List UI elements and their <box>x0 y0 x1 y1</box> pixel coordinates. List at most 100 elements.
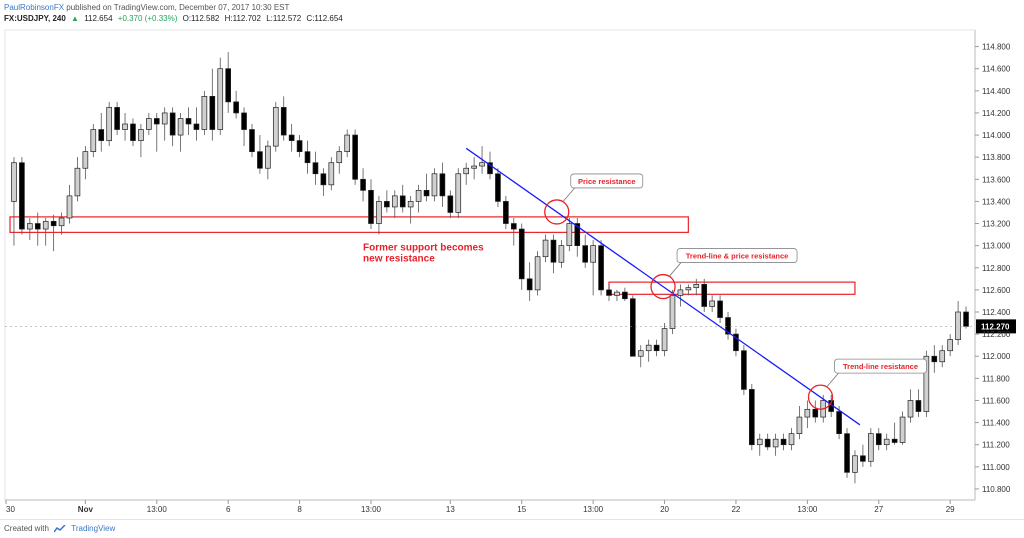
symbol-info: FX:USDJPY, 240 ▲ 112.654 +0.370 (+0.33%)… <box>4 14 346 23</box>
bull-candle <box>201 96 208 130</box>
callout-leader <box>668 262 682 277</box>
y-tick-label: 111.600 <box>982 396 1010 405</box>
bear-candle <box>487 162 493 175</box>
bear-candle <box>630 298 636 357</box>
published-text: published on TradingView.com, December 0… <box>66 3 290 12</box>
bear-candle <box>169 112 176 136</box>
bear-candle <box>622 291 628 300</box>
bull-candle <box>407 201 414 208</box>
bull-candle <box>709 300 715 307</box>
bull-candle <box>542 239 549 258</box>
tradingview-logo-icon <box>54 524 66 533</box>
y-tick-label: 111.800 <box>982 374 1010 383</box>
bear-candle <box>114 107 120 130</box>
bear-candle <box>312 162 319 175</box>
bear-candle <box>915 400 922 412</box>
up-arrow-icon: ▲ <box>71 14 79 23</box>
bull-candle <box>391 195 398 208</box>
bear-candle <box>249 129 255 152</box>
bear-candle <box>153 118 160 125</box>
bear-candle <box>280 107 287 136</box>
trendline <box>465 147 861 426</box>
y-tick-label: 114.000 <box>982 131 1011 140</box>
bear-candle <box>495 173 501 202</box>
bull-candle <box>328 162 335 186</box>
y-tick-label: 113.800 <box>982 153 1011 162</box>
bull-candle <box>614 291 620 296</box>
y-tick-label: 110.800 <box>982 485 1011 494</box>
callout-trendline-resistance-box <box>834 358 927 374</box>
bull-candle <box>74 167 81 197</box>
high-value: H:112.702 <box>224 14 261 23</box>
low-value: L:112.572 <box>266 14 302 23</box>
y-tick-label: 112.800 <box>982 264 1011 273</box>
bull-candle <box>883 438 890 446</box>
bear-candle <box>209 96 216 130</box>
bull-candle <box>58 217 65 227</box>
bull-candle <box>637 350 644 357</box>
bull-candle <box>336 151 343 164</box>
bull-candle <box>463 167 470 175</box>
y-tick-label: 113.600 <box>982 175 1011 184</box>
bear-candle <box>749 389 755 446</box>
footer: Created with TradingView <box>0 519 1024 538</box>
bull-candle <box>27 223 33 230</box>
bear-candle <box>891 438 898 443</box>
bull-candle <box>177 118 184 136</box>
author-link[interactable]: PaulRobinsonFX <box>4 3 65 12</box>
bull-candle <box>955 311 961 340</box>
bull-candle <box>907 400 914 418</box>
bear-candle <box>574 223 581 246</box>
bull-candle <box>11 162 17 202</box>
bull-candle <box>161 112 168 125</box>
bull-candle <box>42 220 49 230</box>
x-tick-label: 13:00 <box>583 505 604 514</box>
bull-candle <box>796 416 803 434</box>
y-tick-label: 112.600 <box>982 286 1011 295</box>
callout-trendline-price-resistance-box <box>676 248 798 263</box>
bull-candle <box>558 245 565 263</box>
y-tick-label: 114.400 <box>982 87 1011 96</box>
bear-candle <box>98 129 105 141</box>
zone-label-line1: Former support becomes <box>363 242 484 253</box>
callout-leader <box>826 372 839 388</box>
brand-link[interactable]: TradingView <box>71 524 116 533</box>
bull-candle <box>344 134 350 152</box>
y-tick-label: 114.800 <box>982 43 1011 52</box>
bear-candle <box>257 151 263 169</box>
bear-candle <box>741 350 747 390</box>
bear-candle <box>423 190 430 197</box>
bull-candle <box>899 416 906 443</box>
last-price: 112.654 <box>84 14 113 23</box>
bear-candle <box>598 245 604 291</box>
y-tick-label: 114.200 <box>982 109 1011 118</box>
x-tick-label: 29 <box>946 505 955 514</box>
bull-candle <box>146 118 152 130</box>
bear-candle <box>130 123 136 141</box>
bull-candle <box>534 256 541 291</box>
bull-candle <box>772 438 779 448</box>
bear-candle <box>526 278 533 291</box>
bull-candle <box>431 173 438 197</box>
bull-candle <box>939 350 946 363</box>
bear-candle <box>399 195 406 208</box>
bear-candle <box>360 178 366 191</box>
bear-candle <box>439 173 446 197</box>
bear-candle <box>701 284 708 307</box>
bull-candle <box>923 355 930 412</box>
bear-candle <box>931 355 938 363</box>
last-price-tag <box>976 319 1016 334</box>
y-tick-label: 113.200 <box>982 220 1011 229</box>
x-tick-label: 15 <box>517 505 526 514</box>
bull-candle <box>852 455 858 473</box>
bear-candle <box>352 134 358 180</box>
symbol-label: FX:USDJPY, 240 <box>4 14 66 23</box>
bull-candle <box>122 123 128 130</box>
x-tick-label: 27 <box>874 505 883 514</box>
bear-candle <box>963 311 969 327</box>
bear-candle <box>288 134 295 141</box>
bull-candle <box>479 162 485 167</box>
bear-candle <box>550 239 557 263</box>
